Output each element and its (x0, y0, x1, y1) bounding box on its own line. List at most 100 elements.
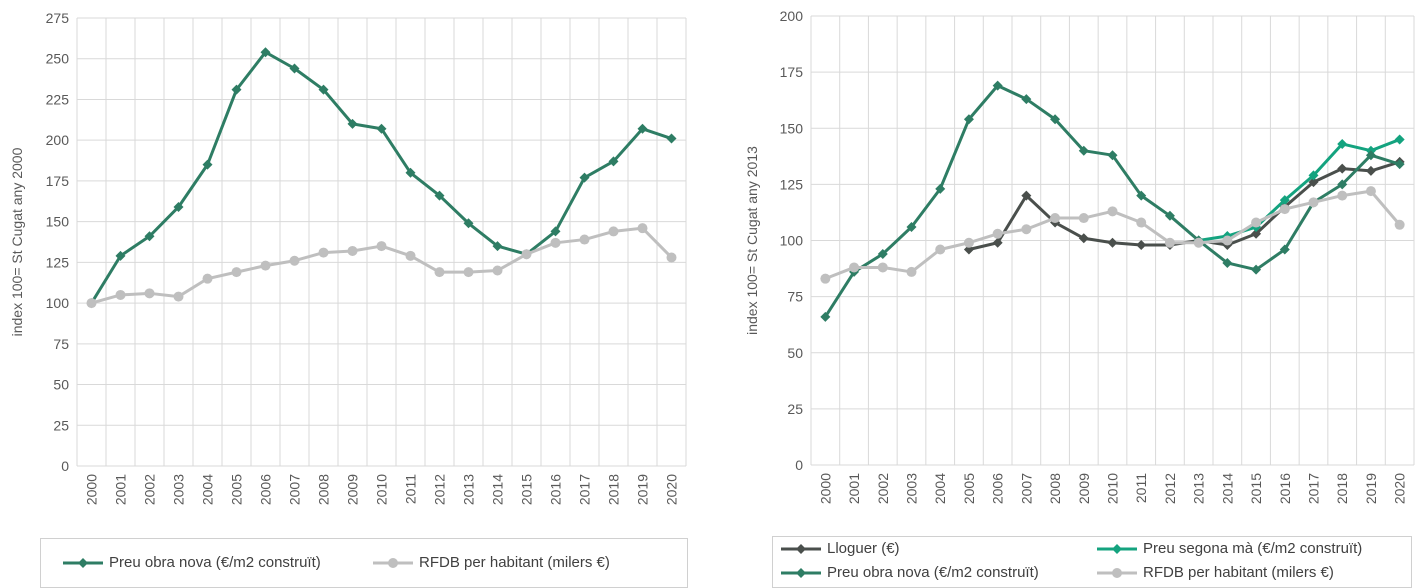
data-point (202, 159, 213, 170)
data-point (1251, 228, 1262, 239)
data-point (1107, 150, 1118, 161)
x-tick-label: 2010 (374, 474, 390, 505)
data-point (935, 183, 946, 194)
legend-label: Preu segona mà (€/m2 construït) (1143, 540, 1363, 557)
data-point (992, 80, 1003, 91)
data-point (906, 266, 917, 277)
data-point (115, 250, 126, 261)
data-point (289, 255, 300, 266)
data-point (1107, 237, 1118, 248)
data-point (1394, 134, 1405, 145)
data-point (376, 123, 387, 134)
data-point (1164, 210, 1175, 221)
data-point (1136, 217, 1147, 228)
data-point (260, 260, 271, 271)
data-point (1078, 213, 1089, 224)
data-point (86, 298, 97, 309)
legend-item-rfdb: RFDB per habitant (milers €) (371, 554, 610, 571)
y-tick-label: 175 (46, 173, 70, 189)
data-point (1365, 186, 1376, 197)
y-tick-label: 225 (46, 91, 70, 107)
x-tick-label: 2017 (577, 474, 593, 505)
x-tick-label: 2005 (229, 474, 245, 505)
data-point (877, 262, 888, 273)
y-tick-label: 100 (46, 295, 70, 311)
legend-item-preu-obra-nova: Preu obra nova (€/m2 construït) (779, 564, 1039, 581)
x-tick-label: 2003 (171, 474, 187, 505)
x-tick-label: 2018 (606, 474, 622, 505)
y-axis-label: index 100= St Cugat any 2013 (744, 146, 760, 335)
data-point (173, 201, 184, 212)
x-tick-label: 2001 (113, 474, 129, 505)
data-point (579, 234, 590, 245)
data-point (1050, 114, 1061, 125)
x-tick-label: 2001 (846, 473, 862, 504)
data-point (231, 84, 242, 95)
data-point (1078, 233, 1089, 244)
y-tick-label: 150 (46, 214, 70, 230)
y-tick-label: 125 (780, 176, 804, 192)
x-tick-label: 2017 (1306, 473, 1322, 504)
data-point (202, 273, 213, 284)
y-tick-label: 0 (795, 457, 803, 473)
data-point (318, 84, 329, 95)
data-point (849, 262, 860, 273)
data-point (935, 244, 946, 255)
x-tick-label: 2019 (1363, 473, 1379, 504)
x-tick-label: 2009 (345, 474, 361, 505)
y-tick-label: 200 (46, 132, 70, 148)
data-point (992, 237, 1003, 248)
x-tick-label: 2003 (904, 473, 920, 504)
y-tick-label: 0 (61, 458, 69, 474)
legend-swatch (63, 557, 103, 568)
x-tick-label: 2016 (1277, 473, 1293, 504)
x-tick-label: 2011 (1133, 473, 1149, 503)
data-point (1136, 239, 1147, 250)
data-point (463, 267, 474, 278)
data-point (1308, 177, 1319, 188)
data-point (906, 222, 917, 233)
x-tick-label: 2008 (316, 474, 332, 505)
x-tick-label: 2000 (817, 473, 833, 504)
legend-swatch (373, 557, 413, 568)
data-point (963, 237, 974, 248)
x-tick-label: 2011 (403, 474, 419, 504)
legend-item-preu-obra-nova: Preu obra nova (€/m2 construït) (61, 554, 321, 571)
data-point (376, 241, 387, 252)
data-point (231, 267, 242, 278)
x-tick-label: 2007 (1018, 473, 1034, 504)
y-axis-label: index 100= St Cugat any 2000 (9, 147, 25, 336)
data-point (1337, 190, 1348, 201)
y-tick-label: 25 (53, 417, 69, 433)
x-tick-label: 2015 (519, 474, 535, 505)
x-tick-label: 2013 (1191, 473, 1207, 504)
data-point (115, 289, 126, 300)
data-point (608, 226, 619, 237)
x-tick-label: 2013 (461, 474, 477, 505)
data-point (1279, 244, 1290, 255)
x-tick-label: 2018 (1334, 473, 1350, 504)
x-tick-label: 2010 (1105, 473, 1121, 504)
y-tick-label: 50 (53, 377, 69, 393)
x-tick-label: 2000 (84, 474, 100, 505)
data-point (1021, 94, 1032, 105)
data-point (666, 252, 677, 263)
data-point (637, 223, 648, 234)
data-point (579, 172, 590, 183)
x-tick-label: 2007 (287, 474, 303, 505)
legend-item-preu-segona-ma: Preu segona mà (€/m2 construït) (1095, 540, 1362, 557)
series-preu-obra-nova-m2-constru-t (86, 47, 677, 309)
legend-item-rfdb: RFDB per habitant (milers €) (1095, 564, 1334, 581)
data-point (260, 47, 271, 58)
legend-left: Preu obra nova (€/m2 construït) RFDB per… (40, 538, 688, 588)
x-tick-label: 2015 (1248, 473, 1264, 504)
data-point (1365, 150, 1376, 161)
x-tick-label: 2019 (635, 474, 651, 505)
x-tick-label: 2004 (200, 474, 216, 505)
data-point (1136, 190, 1147, 201)
legend-right: Lloguer (€) Preu segona mà (€/m2 constru… (772, 536, 1412, 588)
data-point (521, 249, 532, 260)
series-line (1198, 138, 1401, 242)
x-tick-label: 2004 (932, 473, 948, 504)
data-point (434, 190, 445, 201)
